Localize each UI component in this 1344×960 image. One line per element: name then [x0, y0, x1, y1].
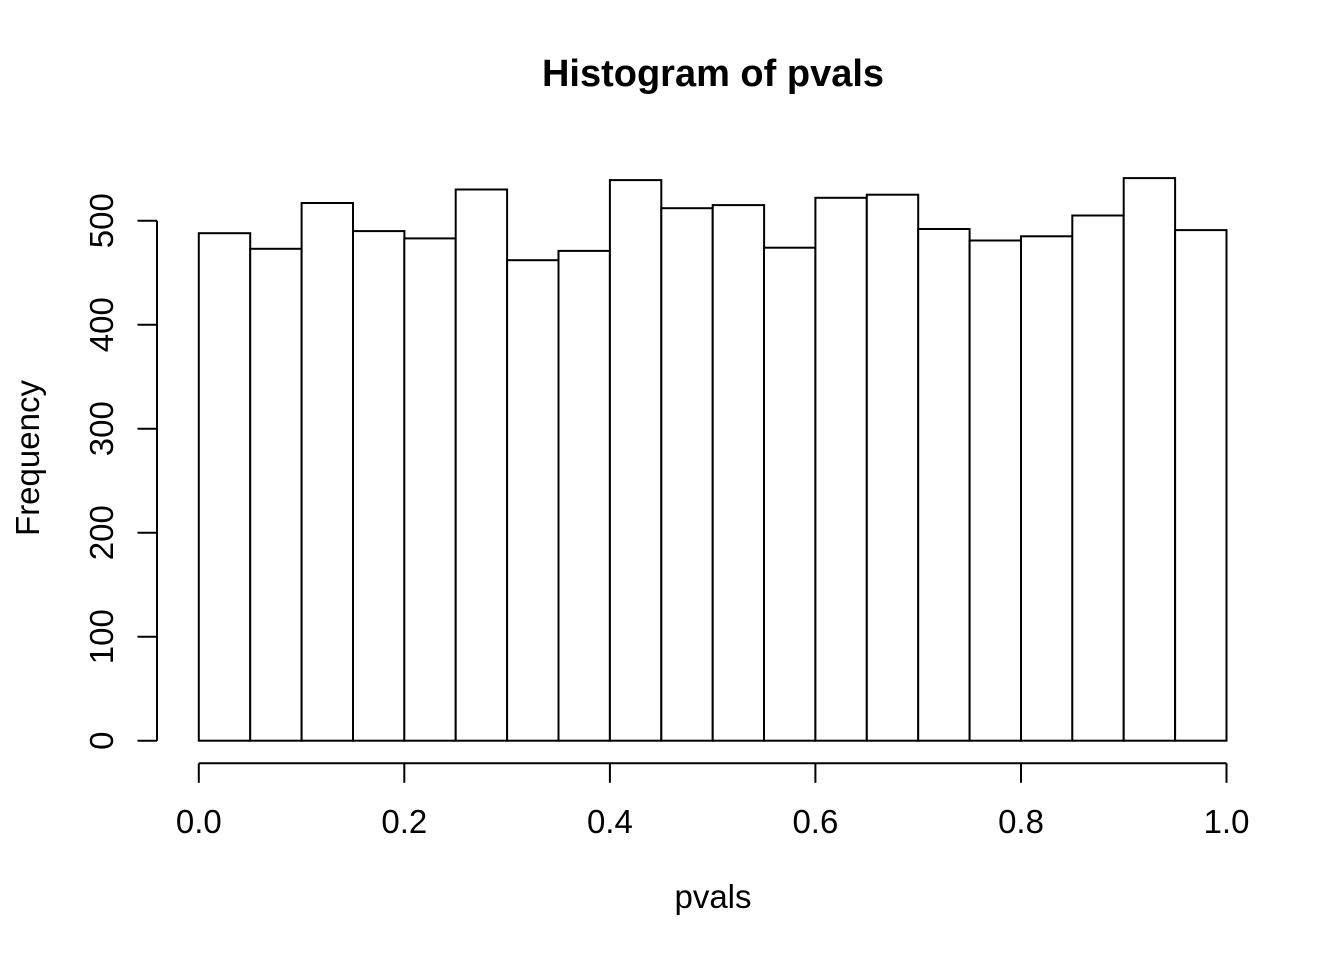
- histogram-bar: [660, 207, 714, 742]
- histogram-bar: [763, 246, 817, 742]
- y-tick-label: 400: [83, 297, 120, 352]
- x-tick-label: 1.0: [1204, 803, 1250, 840]
- x-tick-label: 0.8: [998, 803, 1044, 840]
- histogram-bar: [300, 202, 355, 742]
- histogram-bar: [1122, 177, 1177, 742]
- y-tick-label: 0: [83, 732, 120, 750]
- histogram-bar: [608, 179, 663, 742]
- histogram-bar: [557, 249, 611, 742]
- y-tick-label: 200: [83, 505, 120, 560]
- histogram-bar: [506, 259, 560, 742]
- chart-title: Histogram of pvals: [541, 53, 885, 95]
- y-tick-label: 100: [83, 609, 120, 664]
- x-tick-label: 0.6: [792, 803, 838, 840]
- histogram-bar: [968, 239, 1022, 742]
- histogram-bar: [352, 230, 406, 742]
- histogram-bar: [403, 237, 457, 742]
- histogram-bar: [1071, 214, 1125, 742]
- histogram-bar: [454, 188, 509, 742]
- x-tick-label: 0.0: [176, 803, 222, 840]
- histogram-bar: [917, 228, 971, 742]
- histogram-bar: [1174, 229, 1228, 742]
- histogram-bar: [814, 196, 868, 742]
- x-axis-title: pvals: [674, 878, 752, 915]
- histogram-bar: [711, 204, 766, 742]
- x-tick-label: 0.2: [381, 803, 427, 840]
- x-tick-label: 0.4: [587, 803, 633, 840]
- y-tick-label: 500: [83, 193, 120, 248]
- histogram-bar: [249, 247, 303, 742]
- histogram-bar: [197, 232, 252, 742]
- y-tick-label: 300: [83, 401, 120, 456]
- histogram-bar: [1020, 235, 1074, 742]
- histogram-bar: [865, 193, 920, 742]
